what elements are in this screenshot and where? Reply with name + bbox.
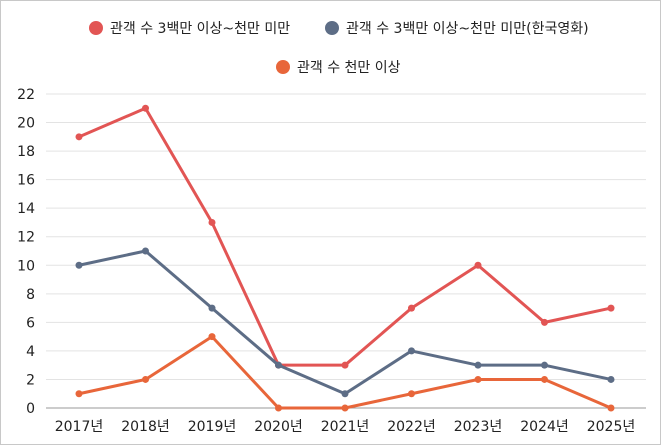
y-tick-label: 4 bbox=[26, 344, 35, 360]
y-tick-label: 20 bbox=[17, 116, 35, 132]
data-point bbox=[541, 375, 548, 383]
data-point bbox=[408, 390, 415, 398]
x-tick-label: 2017년 bbox=[55, 419, 104, 435]
data-point bbox=[341, 361, 349, 369]
data-point bbox=[208, 304, 216, 312]
x-axis-ticks: 2017년 2018년 2019년 2020년 2021년 2022년 2023년 2024년… bbox=[55, 419, 636, 435]
grid-lines bbox=[46, 93, 646, 409]
data-point bbox=[474, 375, 482, 383]
data-point bbox=[607, 304, 615, 312]
series-lines bbox=[75, 104, 615, 412]
legend-item: 관객 수 천만 이상 bbox=[276, 60, 401, 76]
data-point bbox=[541, 361, 548, 369]
data-point bbox=[75, 133, 83, 141]
data-point bbox=[208, 333, 216, 341]
data-point bbox=[275, 361, 282, 369]
data-point bbox=[142, 104, 149, 112]
data-point bbox=[341, 404, 349, 412]
y-tick-label: 10 bbox=[17, 258, 35, 274]
data-point bbox=[142, 375, 149, 383]
legend-item: 관객 수 3백만 이상~천만 미만(한국영화) bbox=[325, 21, 589, 37]
series-2 bbox=[75, 247, 615, 398]
series-1 bbox=[75, 104, 615, 369]
y-tick-label: 18 bbox=[17, 144, 35, 160]
data-point bbox=[541, 318, 548, 326]
legend-label: 관객 수 천만 이상 bbox=[297, 60, 401, 76]
legend-marker bbox=[325, 21, 339, 35]
series-line bbox=[77, 335, 613, 410]
legend: 관객 수 3백만 이상~천만 미만 관객 수 3백만 이상~천만 미만(한국영화)… bbox=[89, 21, 589, 76]
legend-marker bbox=[89, 21, 103, 35]
data-point bbox=[408, 304, 415, 312]
data-point bbox=[142, 247, 149, 255]
legend-marker bbox=[276, 60, 290, 74]
data-point bbox=[208, 218, 216, 226]
x-tick-label: 2024년 bbox=[520, 419, 569, 435]
x-tick-label: 2025년 bbox=[587, 419, 636, 435]
data-point bbox=[474, 261, 482, 269]
data-point bbox=[341, 390, 349, 398]
series-3 bbox=[75, 333, 615, 412]
x-tick-label: 2022년 bbox=[387, 419, 436, 435]
data-point bbox=[275, 404, 282, 412]
x-tick-label: 2023년 bbox=[454, 419, 503, 435]
y-tick-label: 22 bbox=[17, 87, 35, 103]
data-point bbox=[607, 404, 615, 412]
legend-label: 관객 수 3백만 이상~천만 미만 bbox=[110, 21, 290, 37]
data-point bbox=[75, 390, 83, 398]
y-tick-label: 12 bbox=[17, 230, 35, 246]
y-tick-label: 8 bbox=[26, 287, 35, 303]
data-point bbox=[607, 375, 615, 383]
y-tick-label: 2 bbox=[26, 372, 35, 388]
x-tick-label: 2019년 bbox=[188, 419, 237, 435]
y-tick-label: 6 bbox=[26, 315, 35, 331]
y-tick-label: 0 bbox=[26, 401, 35, 417]
data-point bbox=[474, 361, 482, 369]
x-tick-label: 2020년 bbox=[254, 419, 303, 435]
data-point bbox=[75, 261, 83, 269]
data-point bbox=[408, 347, 415, 355]
y-tick-label: 14 bbox=[17, 201, 35, 217]
x-tick-label: 2018년 bbox=[121, 419, 170, 435]
legend-item: 관객 수 3백만 이상~천만 미만 bbox=[89, 21, 290, 37]
y-axis-ticks: 0 2 4 6 8 10 12 14 16 18 20 22 bbox=[17, 87, 35, 417]
x-tick-label: 2021년 bbox=[321, 419, 370, 435]
legend-label: 관객 수 3백만 이상~천만 미만(한국영화) bbox=[346, 21, 589, 37]
y-tick-label: 16 bbox=[17, 173, 35, 189]
